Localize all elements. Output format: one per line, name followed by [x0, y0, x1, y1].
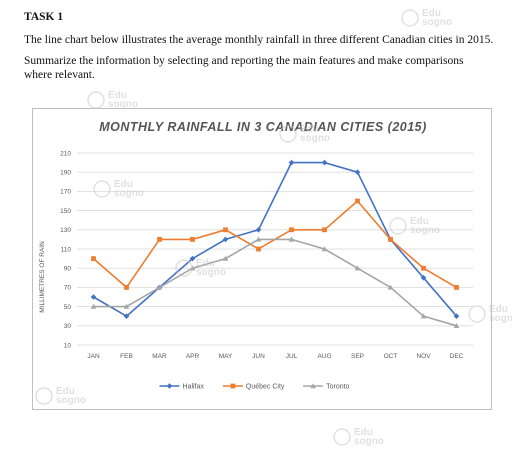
legend-item: Halifax: [159, 383, 205, 391]
data-point: [354, 265, 361, 271]
y-tick-label: 190: [60, 170, 71, 177]
data-point: [387, 284, 394, 290]
data-point: [321, 159, 328, 166]
series-line: [93, 161, 458, 318]
data-point: [453, 313, 460, 319]
y-tick-label: 110: [61, 246, 72, 253]
legend-item: Toronto: [303, 383, 350, 391]
series-line: [92, 199, 457, 289]
x-tick-label: MAR: [152, 353, 167, 360]
data-point: [90, 303, 97, 309]
y-tick-label: 30: [64, 323, 72, 330]
x-tick-label: JAN: [87, 353, 100, 360]
y-tick-label: 170: [60, 189, 71, 196]
data-point: [322, 227, 327, 233]
y-tick-label: 10: [64, 342, 72, 349]
data-point: [288, 236, 295, 242]
svg-text:sogno: sogno: [354, 436, 384, 447]
data-point: [156, 284, 163, 290]
svg-text:Edu: Edu: [108, 90, 127, 101]
series-qu-bec-city: [91, 198, 459, 290]
task-instruction: Summarize the information by selecting a…: [24, 54, 464, 82]
task-prompt: TASK 1 The line chart below illustrates …: [24, 10, 494, 89]
data-point: [354, 169, 361, 175]
x-tick-label: FEB: [120, 353, 133, 360]
legend-item: Québec City: [222, 383, 285, 391]
legend-label: Toronto: [326, 384, 349, 391]
series-line: [93, 238, 457, 327]
data-point: [310, 383, 316, 389]
legend-label: Halifax: [183, 384, 205, 391]
y-tick-label: 150: [60, 208, 71, 215]
data-point: [223, 227, 228, 233]
x-tick-label: SEP: [351, 353, 364, 360]
svg-text:Edu: Edu: [354, 427, 373, 438]
series-lines: [90, 159, 460, 328]
y-tick-label: 70: [64, 285, 72, 292]
data-point: [256, 246, 261, 252]
data-point: [288, 159, 295, 166]
x-tick-label: AUG: [317, 353, 331, 360]
data-point: [355, 198, 360, 204]
x-tick-label: OCT: [384, 353, 398, 360]
data-point: [90, 294, 97, 300]
data-point: [124, 285, 129, 290]
x-tick-label: MAY: [219, 353, 233, 360]
data-point: [91, 256, 96, 261]
x-tick-label: JUN: [252, 353, 265, 360]
y-tick-label: 50: [64, 304, 72, 311]
task-title: TASK 1: [24, 11, 64, 23]
chart-container: MONTHLY RAINFALL IN 3 CANADIAN CITIES (2…: [32, 108, 492, 410]
data-point: [454, 285, 459, 290]
data-point: [453, 323, 460, 328]
x-tick-label: NOV: [416, 353, 431, 360]
data-point: [388, 237, 393, 242]
data-point: [222, 236, 229, 243]
data-point: [289, 227, 294, 233]
y-tick-label: 130: [60, 227, 71, 234]
data-point: [420, 275, 427, 281]
y-tick-label: 90: [64, 266, 72, 273]
data-point: [420, 313, 427, 319]
legend: Halifax Québec City Toronto: [159, 383, 350, 391]
data-point: [190, 237, 195, 242]
task-intro: The line chart below illustrates the ave…: [24, 34, 494, 47]
data-point: [166, 383, 173, 389]
gridlines: [77, 152, 473, 346]
x-tick-label: APR: [186, 353, 200, 360]
legend-label: Québec City: [246, 384, 285, 391]
data-point: [123, 303, 130, 309]
data-point: [255, 236, 262, 242]
x-tick-label: JUL: [286, 353, 298, 360]
data-point: [123, 313, 130, 319]
chart-title: MONTHLY RAINFALL IN 3 CANADIAN CITIES (2…: [99, 120, 427, 134]
y-axis-ticks: 10 30 50 70 90 110 130 150 170 190 210: [60, 150, 71, 349]
y-tick-label: 210: [60, 150, 71, 157]
data-point: [230, 383, 236, 389]
x-axis-ticks: JAN FEB MAR APR MAY JUN JUL AUG SEP OCT NOV DEC: [87, 353, 463, 360]
data-point: [321, 246, 328, 252]
data-point: [255, 227, 262, 233]
data-point: [157, 237, 162, 242]
data-point: [421, 265, 426, 271]
data-point: [222, 255, 229, 261]
x-tick-label: DEC: [450, 353, 464, 360]
y-axis-label: MILLIMETRES OF RAIN: [39, 241, 46, 313]
line-chart: MONTHLY RAINFALL IN 3 CANADIAN CITIES (2…: [39, 120, 473, 391]
